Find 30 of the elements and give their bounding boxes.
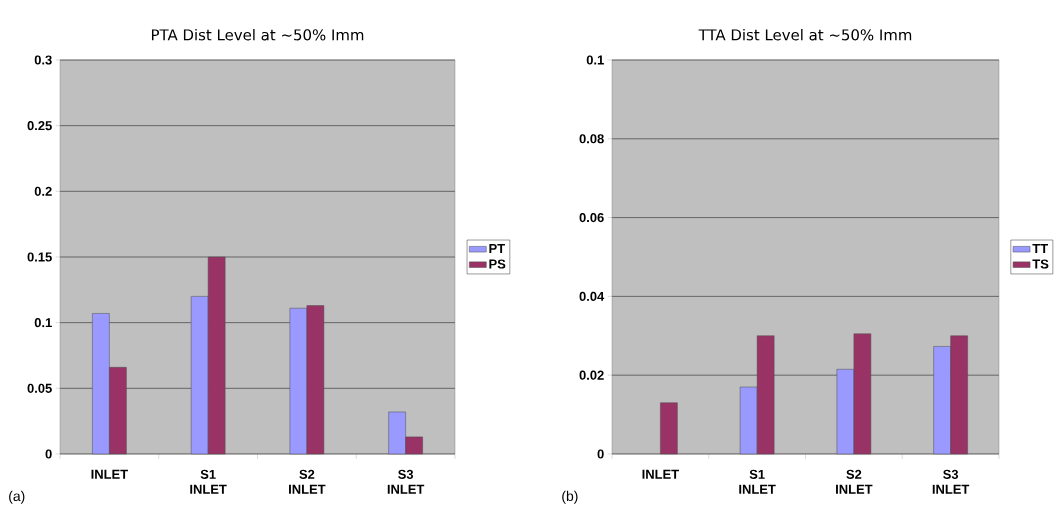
y-tick-label: 0.05 <box>27 383 52 393</box>
y-tick-label: 0.02 <box>579 370 604 380</box>
bar <box>660 402 678 455</box>
x-tick-label: S3 INLET <box>387 469 425 494</box>
chart-title: PTA Dist Level at ~50% Imm <box>151 28 364 41</box>
y-tick-label: 0.04 <box>579 291 605 301</box>
chart-title: TTA Dist Level at ~50% Imm <box>698 28 912 41</box>
y-tick-label: 0.2 <box>34 186 52 196</box>
x-tick-label: S3 INLET <box>932 469 970 494</box>
y-tick-label: 0.25 <box>27 121 52 131</box>
x-tick-label: S2 INLET <box>289 469 326 494</box>
x-tick-label: S1 INLET <box>190 469 227 494</box>
legend-label: TS <box>1032 259 1049 269</box>
y-tick-label: 0.08 <box>579 134 604 144</box>
y-tick-label: 0.15 <box>27 252 52 262</box>
y-tick-label: 0 <box>45 449 52 459</box>
legend-label: PT <box>489 244 505 253</box>
x-tick-label: S2 INLET <box>836 469 873 494</box>
text: (b) <box>562 490 578 504</box>
y-tick-label: 0.3 <box>34 55 52 65</box>
x-tick-label: S1 INLET <box>739 469 776 494</box>
x-tick-label: INLET <box>642 469 679 479</box>
x-tick-label: INLET <box>91 469 128 479</box>
y-tick-label: 0.1 <box>34 318 52 328</box>
y-tick-label: 0.06 <box>579 213 604 223</box>
text: (a) <box>9 490 25 504</box>
y-tick-label: 0.1 <box>586 55 604 65</box>
legend-label: TT <box>1032 244 1048 253</box>
legend-label: PS <box>489 259 506 269</box>
y-tick-label: 0 <box>597 449 604 459</box>
